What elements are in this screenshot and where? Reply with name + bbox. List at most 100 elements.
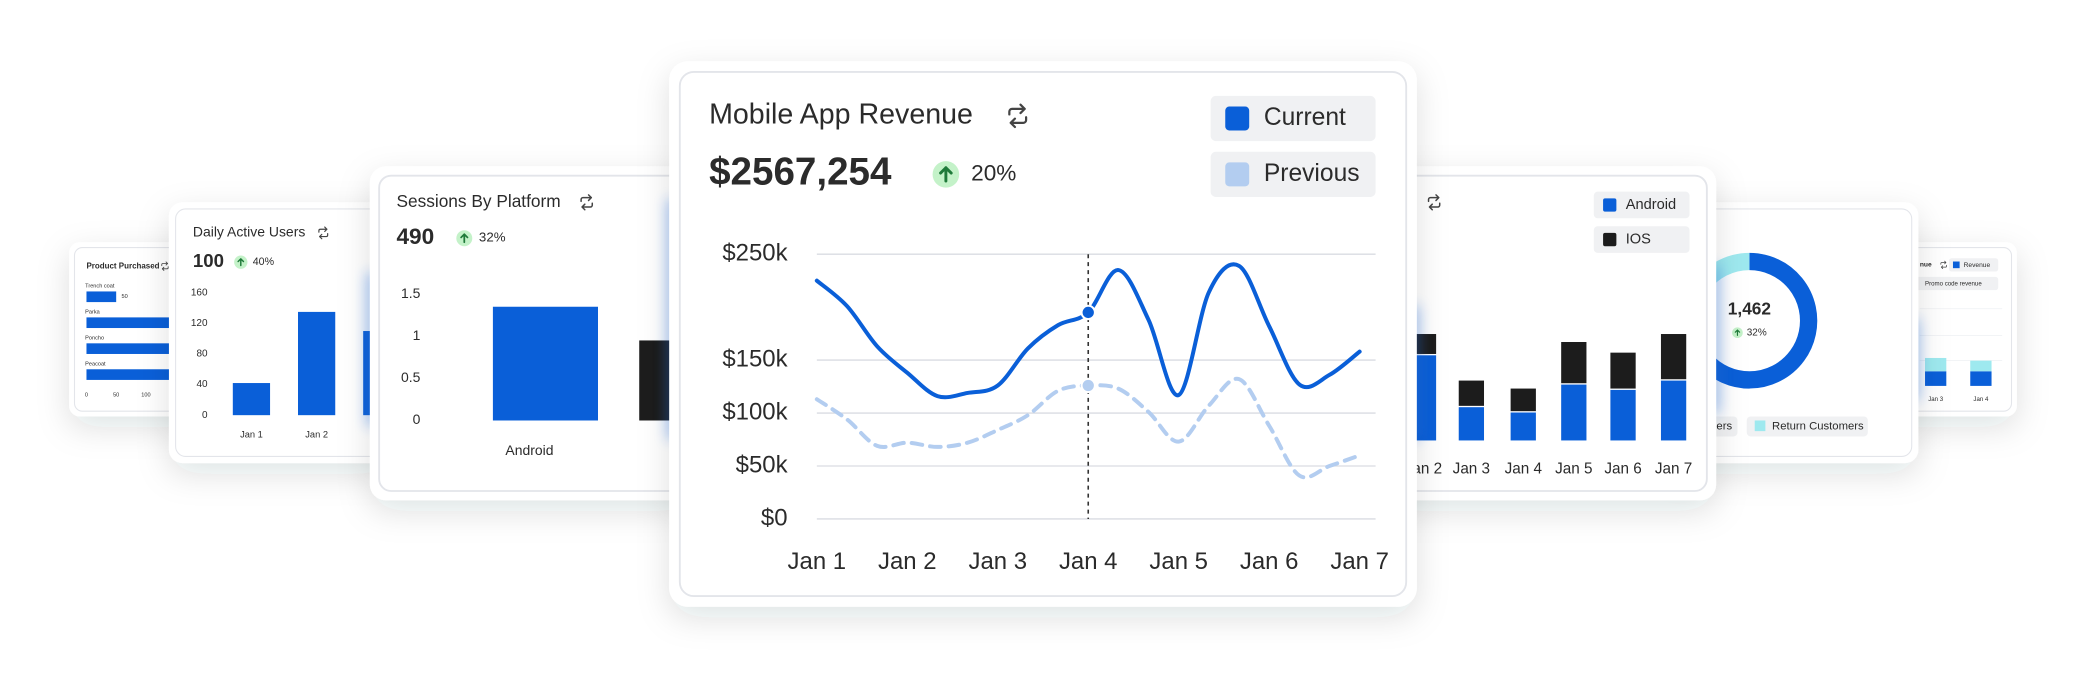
legend-label: IOS bbox=[1626, 231, 1651, 247]
x-tick-label: 50 bbox=[113, 393, 119, 399]
legend-box bbox=[1210, 151, 1376, 197]
legend-box bbox=[1593, 191, 1690, 219]
x-tick-label: Jan 2 bbox=[305, 430, 328, 440]
up-arrow bbox=[460, 233, 469, 244]
y-tick-label: 80 bbox=[196, 349, 208, 360]
x-tick-label: Jan 1 bbox=[240, 430, 263, 440]
legend-label: Android bbox=[1626, 197, 1676, 213]
bar bbox=[86, 369, 173, 380]
crosshair-point bbox=[1080, 304, 1096, 321]
change-value: 32% bbox=[479, 230, 506, 245]
bar-segment bbox=[1660, 380, 1687, 441]
bar bbox=[86, 291, 117, 303]
kpi-value: 100 bbox=[193, 250, 224, 271]
refresh-icon bbox=[580, 194, 594, 211]
x-tick-label: Jan 2 bbox=[878, 548, 937, 575]
y-tick-label: 0.5 bbox=[401, 369, 421, 385]
bar bbox=[86, 343, 176, 354]
y-tick-label: 120 bbox=[191, 318, 208, 329]
x-tick-label: Jan 3 bbox=[1928, 396, 1944, 403]
legend-box bbox=[1593, 226, 1690, 253]
x-tick-label: 100 bbox=[141, 393, 150, 399]
up-arrow bbox=[939, 166, 953, 183]
bar-segment bbox=[1458, 380, 1485, 406]
bar bbox=[86, 317, 170, 329]
legend-swatch bbox=[1754, 420, 1766, 432]
kpi-value: 1,462 bbox=[1728, 299, 1771, 319]
y-tick-label: 1.5 bbox=[401, 285, 421, 301]
legend-box bbox=[1210, 95, 1376, 142]
legend-label: Previous bbox=[1264, 160, 1360, 187]
x-tick-label: 0 bbox=[85, 393, 88, 399]
x-tick-label: Android bbox=[505, 442, 553, 458]
legend-label: ers bbox=[1716, 420, 1732, 432]
y-tick-label: $100k bbox=[722, 398, 787, 425]
legend-swatch bbox=[1225, 162, 1250, 187]
bar-segment bbox=[1458, 407, 1485, 441]
bar-segment bbox=[1925, 371, 1947, 386]
legend-swatch bbox=[1603, 198, 1617, 212]
category-label: Trench coat bbox=[85, 284, 115, 290]
value-label: 50 bbox=[122, 294, 128, 300]
legend-label: Current bbox=[1264, 104, 1346, 131]
refresh-icon bbox=[161, 261, 169, 271]
bar bbox=[232, 383, 271, 416]
y-tick-label: 40 bbox=[196, 379, 208, 390]
bar-segment bbox=[1660, 334, 1687, 380]
x-tick-label: Jan 6 bbox=[1604, 461, 1641, 478]
card-title: Mobile App Revenue bbox=[709, 98, 973, 130]
legend-swatch bbox=[1952, 261, 1960, 269]
x-tick-label: Jan 7 bbox=[1330, 548, 1389, 575]
y-tick-label: 1 bbox=[413, 327, 421, 343]
y-tick-label: 0 bbox=[413, 411, 421, 427]
bar bbox=[492, 306, 598, 421]
kpi-value: $2567,254 bbox=[709, 151, 892, 194]
bar-segment bbox=[1610, 352, 1636, 389]
card-title: nue bbox=[1920, 262, 1932, 269]
kpi-value: 490 bbox=[396, 224, 434, 249]
card-inner-border bbox=[1391, 174, 1708, 492]
bar-segment bbox=[1510, 412, 1536, 441]
category-label: Parka bbox=[85, 310, 100, 316]
x-tick-label: Jan 7 bbox=[1655, 461, 1692, 478]
y-tick-label: 0 bbox=[202, 410, 208, 421]
bar-segment bbox=[1610, 389, 1636, 441]
x-tick-label: Jan 3 bbox=[968, 548, 1027, 575]
card-title: Daily Active Users bbox=[193, 224, 305, 240]
refresh-icon bbox=[1940, 260, 1947, 269]
y-tick-label: $150k bbox=[722, 345, 787, 372]
bar-segment bbox=[1925, 357, 1947, 372]
card-title: Product Purchased bbox=[86, 261, 159, 270]
x-tick-label: Jan 4 bbox=[1973, 396, 1989, 403]
category-label: Peacoat bbox=[85, 361, 106, 367]
up-arrow bbox=[1734, 329, 1741, 336]
x-tick-label: Jan 5 bbox=[1555, 461, 1592, 478]
bar-segment bbox=[1561, 384, 1587, 441]
y-tick-label: $250k bbox=[722, 240, 787, 267]
series-line bbox=[814, 262, 1362, 400]
y-tick-label: 160 bbox=[191, 287, 208, 298]
bar-segment bbox=[1561, 342, 1587, 384]
up-arrow bbox=[237, 258, 245, 267]
x-tick-label: Jan 4 bbox=[1059, 548, 1118, 575]
card-title: Sessions By Platform bbox=[396, 191, 560, 211]
x-tick-label: Jan 6 bbox=[1240, 548, 1299, 575]
bar-segment bbox=[1970, 371, 1992, 386]
change-value: 20% bbox=[971, 160, 1016, 185]
legend-box bbox=[1906, 276, 1999, 291]
category-label: Poncho bbox=[85, 335, 104, 341]
bar-segment bbox=[1970, 360, 1992, 372]
bar bbox=[298, 311, 336, 416]
legend-label: Revenue bbox=[1964, 262, 1991, 269]
legend-box bbox=[1948, 258, 1999, 272]
bar-segment bbox=[1510, 388, 1536, 412]
refresh-icon bbox=[318, 226, 329, 240]
refresh-icon bbox=[1008, 103, 1028, 129]
x-tick-label: Jan 3 bbox=[1453, 461, 1490, 478]
y-tick-label: $0 bbox=[761, 504, 788, 531]
legend-box bbox=[1746, 416, 1868, 437]
x-tick-label: Jan 5 bbox=[1149, 548, 1208, 575]
change-value: 32% bbox=[1747, 327, 1767, 338]
